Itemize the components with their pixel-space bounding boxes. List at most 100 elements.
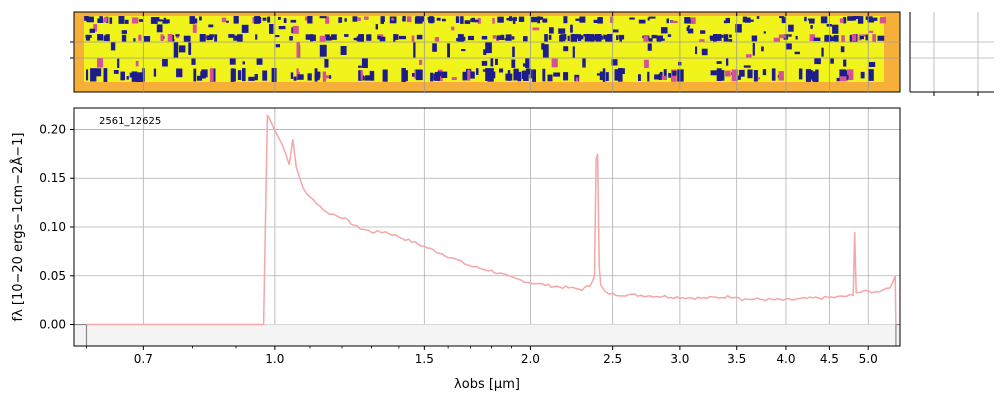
spectrum-2d-pixel bbox=[597, 37, 600, 41]
spectrum-2d-pixel bbox=[325, 16, 330, 24]
spectrum-2d-pixel bbox=[542, 18, 548, 23]
spectrum-2d-pixel bbox=[763, 31, 766, 34]
grid bbox=[74, 108, 900, 346]
spectrum-2d-pixel bbox=[121, 34, 127, 42]
spectrum-2d-pixel bbox=[391, 17, 394, 21]
spectrum-2d-pixel bbox=[364, 16, 369, 20]
spectrum-2d-pixel bbox=[324, 59, 329, 68]
y-axis-ticks: 0.00 0.05 0.10 0.15 0.20 bbox=[39, 122, 74, 332]
spectrum-2d-pixel bbox=[867, 19, 875, 23]
spectrum-2d-pixel bbox=[358, 34, 364, 42]
spectrum-2d-pixel bbox=[468, 35, 474, 41]
spectrum-2d-pixel bbox=[559, 35, 563, 42]
spectrum-2d-pixel bbox=[762, 69, 767, 76]
x-tick-label: 4.0 bbox=[776, 352, 795, 366]
spectrum-2d-pixel bbox=[544, 34, 548, 42]
spectrum-2d-pixel bbox=[658, 73, 662, 80]
x-tick-label: 5.0 bbox=[859, 352, 878, 366]
spectrum-2d-pixel bbox=[717, 34, 724, 38]
spectrum-2d-pixel bbox=[256, 58, 263, 65]
spectrum-2d-pixel bbox=[843, 70, 847, 78]
spectrum-2d-pixel bbox=[654, 76, 659, 80]
spectrum-2d-pixel bbox=[847, 69, 854, 81]
spectrum-2d-pixel bbox=[619, 35, 622, 42]
spectrum-2d-pixel bbox=[310, 34, 316, 41]
spectrum-2d-pixel bbox=[579, 16, 586, 23]
spectrum-2d-pixel bbox=[86, 69, 89, 81]
spectrum-2d-pixel bbox=[158, 19, 163, 22]
spectrum-2d-pixel bbox=[293, 76, 297, 81]
spectrum-2d-pixel bbox=[254, 74, 258, 81]
spectrum-2d-pixel bbox=[807, 18, 815, 21]
spectrum-2d-pixel bbox=[513, 68, 519, 81]
spectrum-2d-pixel bbox=[202, 69, 207, 74]
spectrum-2d-pixel bbox=[726, 58, 729, 66]
spectrum-2d-pixel bbox=[746, 54, 752, 58]
spectrum-2d-pixel bbox=[344, 34, 349, 37]
spectrum-2d-pixel bbox=[598, 35, 603, 40]
spectrum-2d-pixel bbox=[617, 68, 623, 82]
spectrum-2d-pixel bbox=[810, 25, 813, 29]
spectrum-2d-pixel bbox=[257, 16, 261, 24]
spectrum-2d-pixel bbox=[725, 17, 730, 24]
spectrum-2d-pixel bbox=[340, 46, 347, 55]
y-tick-label: 0.15 bbox=[39, 171, 66, 185]
spectrum-2d-pixel bbox=[338, 17, 342, 23]
spectrum-2d-pixel bbox=[742, 16, 747, 23]
spectrum-2d-pixel bbox=[173, 42, 179, 58]
spectrum-2d-pixel bbox=[865, 34, 869, 41]
spectrum-2d-pixel bbox=[879, 16, 886, 24]
spectrum-2d-pixel bbox=[103, 16, 108, 23]
spectrum-2d-pixel bbox=[738, 69, 745, 77]
spectrum-2d-pixel bbox=[657, 36, 662, 42]
spectrum-2d-pixel bbox=[85, 36, 90, 41]
spectrum-2d-pixel bbox=[209, 68, 214, 82]
spectrum-2d-pixel bbox=[716, 68, 722, 81]
spectrum-2d-pixel bbox=[361, 58, 368, 68]
spectrum-2d-pixel bbox=[447, 43, 450, 58]
spectrum-2d-pixel bbox=[843, 59, 847, 67]
spectrum-2d-pixel bbox=[614, 69, 619, 81]
spectrum-2d-row bbox=[84, 16, 884, 24]
spectrum-2d-pixel bbox=[377, 35, 381, 40]
spectrum-2d-pixel bbox=[663, 69, 667, 80]
spectrum-2d-pixel bbox=[353, 37, 358, 41]
spectrum-2d-pixel bbox=[537, 16, 541, 24]
spectrum-2d-pixel bbox=[364, 76, 370, 81]
spectrum-2d-pixel bbox=[470, 71, 475, 79]
spectrum-2d-pixel bbox=[548, 34, 552, 40]
spectrum-2d-pixel bbox=[753, 70, 758, 82]
spectrum-2d-pixel bbox=[542, 68, 546, 82]
spectrum-2d-pixel bbox=[254, 16, 258, 24]
spectrum-2d-pixel bbox=[812, 72, 817, 82]
spectrum-2d-pixel bbox=[278, 16, 281, 20]
spectrum-2d-pixel bbox=[861, 34, 866, 37]
spectrum-2d-pixel bbox=[307, 16, 310, 24]
spectrum-2d-pixel bbox=[788, 24, 794, 32]
spectrum-2d-pixel bbox=[851, 18, 857, 21]
spectrum-2d-frame bbox=[73, 11, 901, 93]
spectrum-2d-pixel bbox=[419, 59, 423, 65]
spectrum-2d-pixel bbox=[647, 43, 652, 51]
spectrum-2d-pixel bbox=[436, 17, 441, 21]
spectrum-2d-pixel bbox=[821, 47, 824, 57]
spectrum-2d-pixel bbox=[289, 36, 293, 41]
y-tick-label: 0.00 bbox=[39, 318, 66, 332]
spectrum-2d-pixel bbox=[611, 59, 618, 66]
spectrum-2d-pixel bbox=[567, 35, 570, 41]
spectrum-2d-pixel bbox=[393, 34, 396, 42]
spectrum-2d-pixel bbox=[433, 73, 439, 81]
spectrum-2d-row bbox=[84, 68, 884, 82]
spectrum-2d-pixel bbox=[539, 16, 544, 20]
spectrum-2d-pixel bbox=[725, 70, 731, 77]
spectrum-2d-pixel bbox=[296, 42, 300, 58]
spectrum-2d-pixel bbox=[589, 34, 595, 42]
spectrum-2d-pixel bbox=[252, 17, 256, 24]
spectrum-2d-pixel bbox=[262, 17, 267, 21]
x-tick-label: 3.0 bbox=[670, 352, 689, 366]
spectrum-2d-pixel bbox=[871, 17, 878, 21]
spectrum-2d-pixel bbox=[305, 34, 311, 40]
zero-band bbox=[74, 324, 900, 346]
spectrum-2d-pixel bbox=[232, 68, 236, 82]
spectrum-2d-pixel bbox=[419, 16, 423, 24]
